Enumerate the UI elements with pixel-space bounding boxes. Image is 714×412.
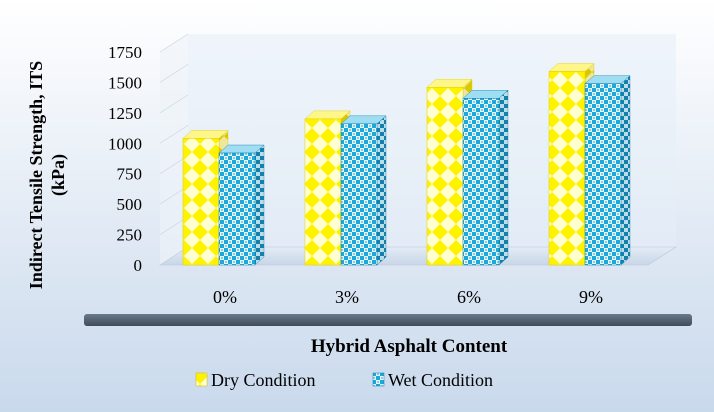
y-tick-label: 250: [117, 226, 143, 245]
legend-swatch-dry: [195, 372, 208, 387]
x-axis-shadow-band: [84, 314, 692, 326]
bar-front: [340, 123, 378, 266]
bar-wet-6%: [462, 89, 509, 266]
y-tick-label: 500: [117, 195, 143, 214]
bar-front: [462, 98, 500, 266]
side-wall: [160, 34, 188, 265]
y-tick-label: 1500: [108, 73, 142, 92]
gridline-depth: [159, 64, 189, 83]
y-axis-label-line-1: Indirect Tensile Strength, ITS: [26, 61, 46, 289]
bars: [182, 63, 631, 266]
bar-side: [254, 144, 265, 266]
bar-front: [548, 71, 586, 266]
y-tick-label: 1000: [108, 134, 142, 153]
x-axis-ticks: 0% 3% 6% 9%: [213, 287, 603, 307]
x-tick-label: 9%: [579, 287, 603, 307]
x-tick-label: 0%: [213, 287, 237, 307]
bar-wet-3%: [340, 115, 387, 266]
bar-front: [584, 83, 622, 266]
bar-wet-0%: [218, 144, 265, 266]
gridline-depth: [159, 33, 189, 53]
y-tick-label: 750: [117, 165, 143, 184]
legend-swatch-wet: [372, 372, 385, 387]
y-tick-label: 1250: [108, 104, 142, 123]
bar-front: [218, 152, 256, 266]
gridline-depth: [159, 125, 189, 144]
x-tick-label: 6%: [457, 287, 481, 307]
x-tick-label: 3%: [335, 287, 359, 307]
y-axis-label-line-2: (kPa): [48, 154, 69, 196]
bar-side: [620, 75, 631, 266]
gridline-depth: [159, 94, 189, 114]
y-axis-label: Indirect Tensile Strength, ITS (kPa): [26, 61, 69, 289]
legend-label-dry: Dry Condition: [211, 370, 316, 390]
x-axis-label: Hybrid Asphalt Content: [311, 336, 508, 357]
bar-side: [376, 115, 387, 266]
y-axis-ticks: 0 250 500 750 1000 1250 1500 1750: [108, 33, 189, 275]
bar-front: [304, 118, 342, 266]
y-tick-label: 0: [134, 256, 143, 275]
y-tick-label: 1750: [108, 43, 142, 62]
bar-front: [426, 87, 464, 266]
bar-wet-9%: [584, 75, 631, 266]
legend-item-wet: Wet Condition: [372, 370, 493, 390]
bar-front: [182, 138, 220, 266]
bar-side: [498, 89, 509, 266]
legend-label-wet: Wet Condition: [388, 370, 493, 390]
legend: Dry Condition Wet Condition: [195, 370, 493, 390]
legend-item-dry: Dry Condition: [195, 370, 316, 390]
